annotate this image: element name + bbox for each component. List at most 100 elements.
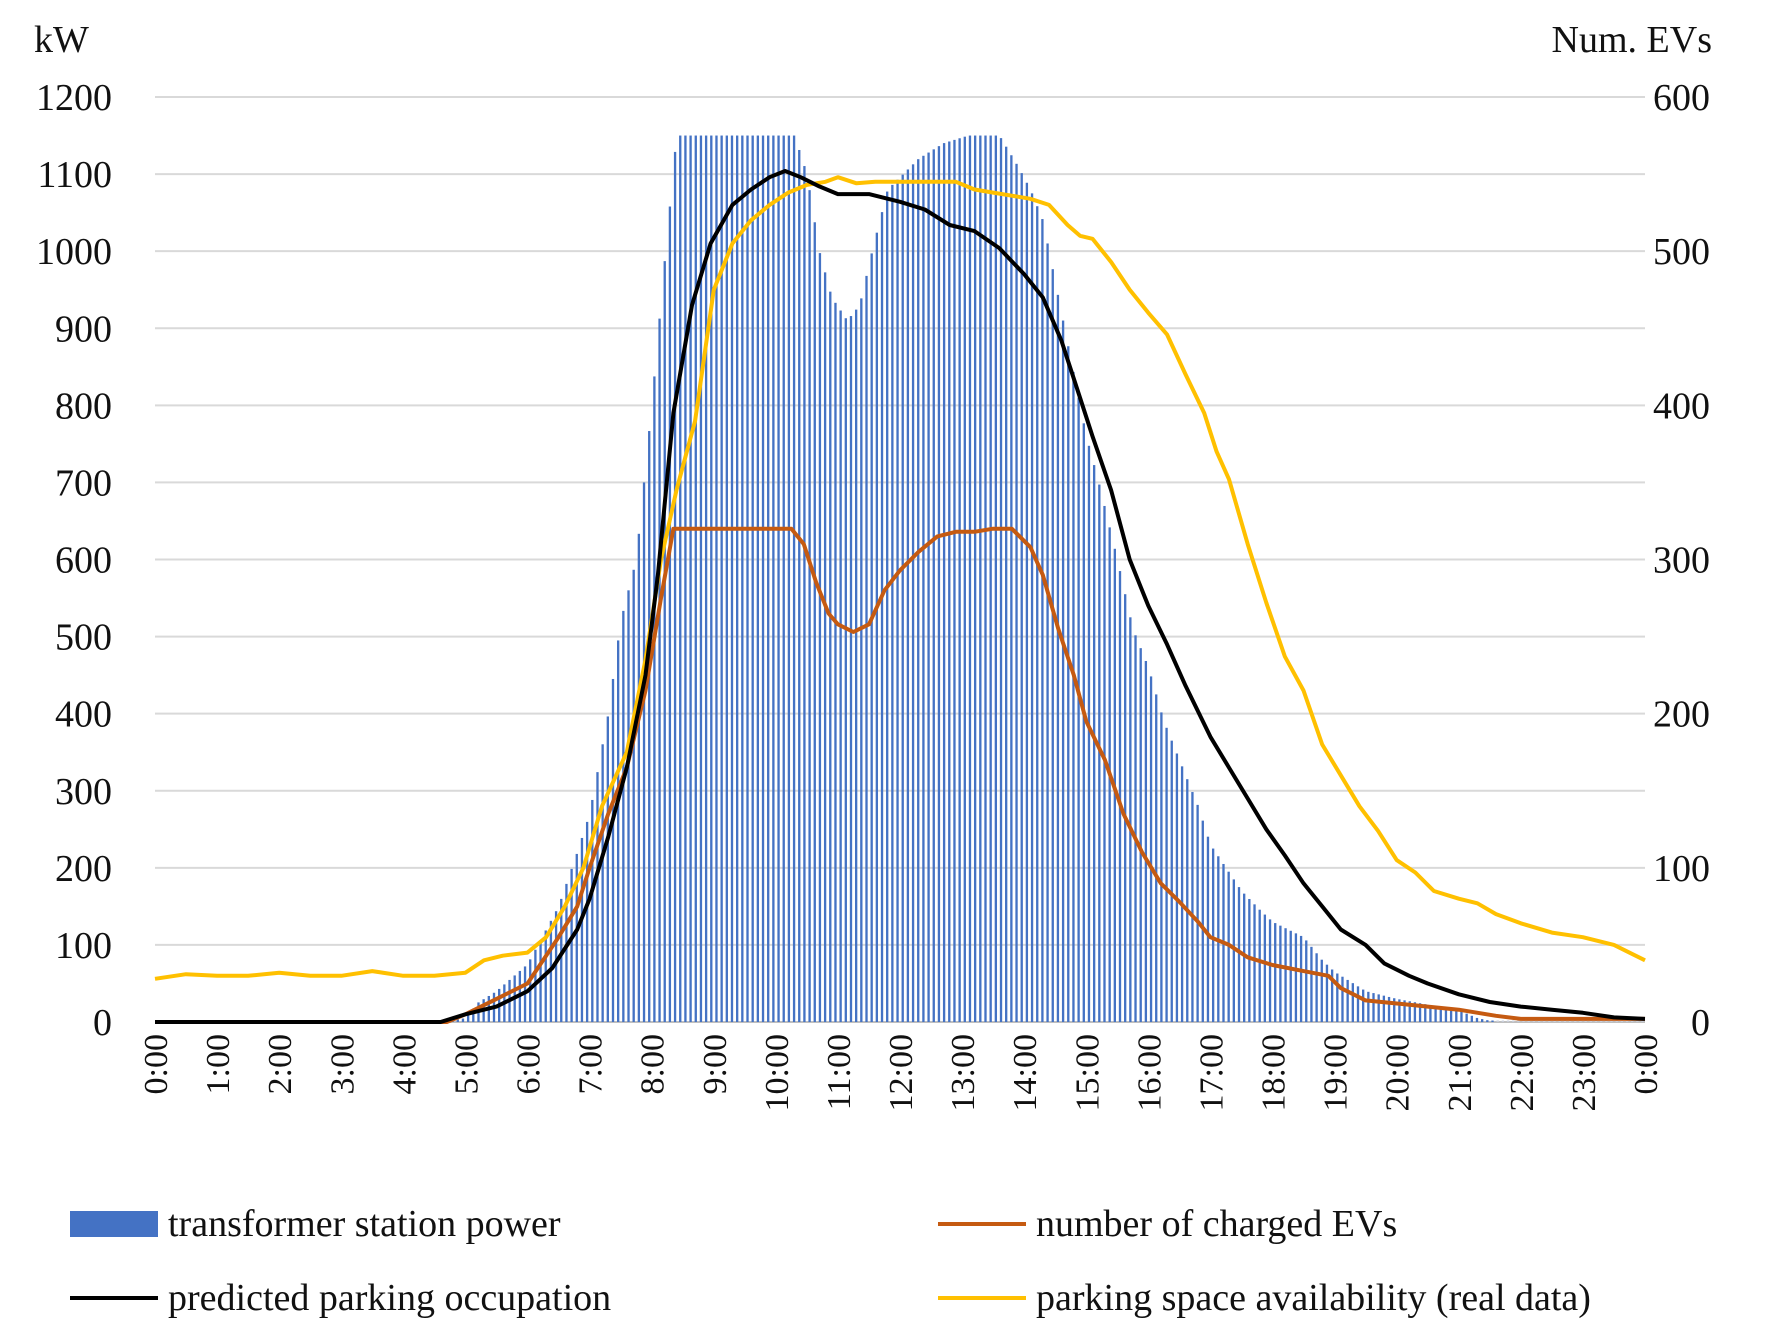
left-tick-label: 700 (55, 462, 112, 504)
charged-evs-line (155, 526, 1645, 1024)
transformer-bar (1325, 964, 1329, 1022)
transformer-bar (1005, 146, 1008, 1022)
transformer-bar (1061, 320, 1065, 1022)
transformer-bar (1196, 804, 1199, 1022)
transformer-bar (875, 232, 879, 1023)
left-tick-label: 200 (55, 848, 112, 890)
x-tick-label: 20:00 (1380, 1034, 1417, 1111)
transformer-bar (1496, 1020, 1499, 1022)
transformer-bar (1258, 909, 1261, 1022)
transformer-bar (839, 310, 842, 1022)
transformer-bar (880, 212, 884, 1023)
transformer-bar (1087, 445, 1091, 1022)
transformer-bar (648, 431, 651, 1022)
transformer-bar (1051, 269, 1054, 1022)
transformer-bar (637, 533, 641, 1022)
transformer-bar (1356, 986, 1360, 1022)
transformer-bar (963, 136, 966, 1023)
transformer-bar (575, 853, 578, 1022)
transformer-bar (606, 716, 609, 1022)
x-tick-label: 5:00 (448, 1034, 485, 1094)
left-tick-label: 300 (55, 771, 112, 813)
transformer-bar (1232, 879, 1235, 1022)
transformer-bar (948, 141, 951, 1023)
transformer-bar (554, 911, 558, 1022)
transformer-bar (1429, 1005, 1432, 1022)
transformer-bar (1289, 930, 1292, 1022)
left-tick-label: 1100 (37, 154, 112, 196)
x-tick-label: 17:00 (1193, 1034, 1230, 1111)
transformer-bar (1553, 1020, 1556, 1022)
x-tick-label: 2:00 (262, 1034, 299, 1094)
transformer-bar (927, 152, 930, 1022)
transformer-bar (808, 190, 811, 1022)
x-tick-label: 11:00 (821, 1034, 858, 1110)
transformer-bar (1139, 648, 1142, 1022)
transformer-bar (632, 569, 635, 1022)
transformer-bar (865, 275, 868, 1022)
x-tick-label: 21:00 (1442, 1034, 1479, 1111)
transformer-bar (1506, 1020, 1510, 1022)
transformer-bar (720, 135, 723, 1023)
transformer-bar (1537, 1020, 1541, 1022)
transformer-bar (591, 799, 594, 1022)
transformer-bar (1599, 1020, 1603, 1022)
transformer-bar (1211, 848, 1215, 1022)
transformer-bar (803, 166, 806, 1023)
transformer-bar (1631, 1020, 1634, 1022)
transformer-bar (1098, 484, 1101, 1022)
transformer-bar (1465, 1013, 1468, 1022)
transformer-bar (1336, 973, 1339, 1022)
transformer-bar (565, 883, 568, 1022)
left-tick-label: 900 (55, 308, 112, 350)
transformer-bar (901, 174, 904, 1023)
transformer-bar (1191, 792, 1194, 1022)
transformer-bar (472, 1008, 475, 1022)
transformer-bar (1362, 989, 1365, 1022)
transformer-bar (1341, 976, 1344, 1022)
right-tick-label: 400 (1653, 385, 1710, 427)
transformer-bar (1274, 923, 1277, 1022)
transformer-bar (1294, 933, 1298, 1022)
transformer-bar (818, 253, 822, 1023)
transformer-bar (1512, 1020, 1515, 1022)
left-tick-label: 600 (55, 540, 112, 582)
x-tick-label: 0:00 (138, 1034, 175, 1094)
transformer-bar (673, 151, 677, 1023)
transformer-bar (906, 169, 910, 1022)
transformer-bar (798, 149, 801, 1023)
left-tick-label: 400 (55, 694, 112, 736)
predicted-occupation-line (155, 169, 1646, 1024)
transformer-bar (1444, 1008, 1448, 1022)
transformer-bar (844, 318, 847, 1023)
transformer-bar (1175, 753, 1179, 1022)
x-tick-label: 6:00 (511, 1034, 548, 1094)
availability-line (154, 175, 1646, 981)
transformer-bar (715, 135, 718, 1023)
left-tick-label: 100 (55, 925, 112, 967)
transformer-bar (570, 868, 573, 1022)
series-lines (154, 169, 1646, 1024)
transformer-bar (1010, 155, 1013, 1023)
transformer-bar (1558, 1020, 1561, 1022)
right-tick-label: 100 (1653, 848, 1710, 890)
left-axis-label: kW (34, 19, 89, 61)
transformer-bar (767, 135, 770, 1023)
transformer-bar (746, 135, 749, 1023)
transformer-bar (1615, 1020, 1618, 1022)
transformer-bar (772, 135, 775, 1023)
transformer-bar (1056, 294, 1060, 1023)
transformer-bar (694, 135, 697, 1023)
transformer-bar (1036, 206, 1039, 1022)
transformer-bar (1610, 1020, 1613, 1022)
transformer-bar (870, 253, 873, 1022)
x-tick-label: 13:00 (945, 1034, 982, 1111)
left-tick-label: 0 (93, 1002, 112, 1044)
transformer-bar (1387, 996, 1391, 1022)
transformer-bar (617, 640, 620, 1022)
transformer-bar (658, 318, 661, 1022)
transformer-bar (601, 744, 604, 1022)
transformer-bar (1248, 898, 1251, 1022)
transformer-bar (1584, 1020, 1587, 1022)
